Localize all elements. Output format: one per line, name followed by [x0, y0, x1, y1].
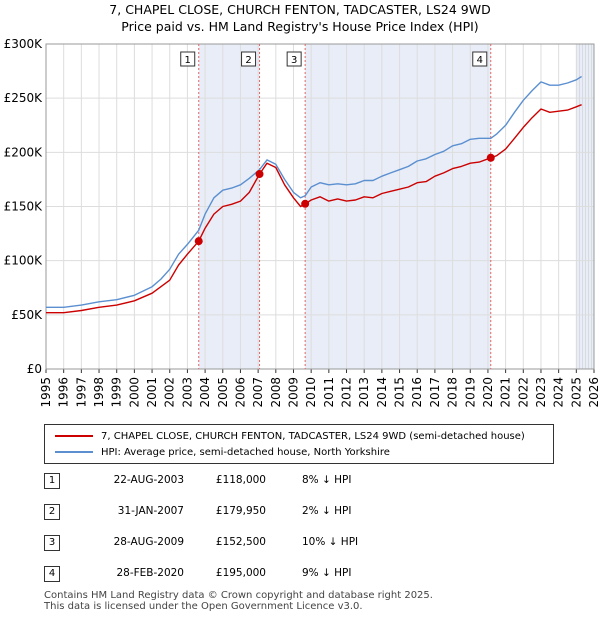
sale-point — [255, 170, 264, 179]
x-tick-label: 2009 — [286, 377, 300, 408]
x-tick-label: 1998 — [92, 377, 106, 408]
legend-swatch-property — [55, 435, 93, 437]
sale-date: 28-FEB-2020 — [116, 567, 184, 579]
sale-number: 3 — [44, 535, 60, 551]
sale-point — [194, 237, 203, 246]
hpi-line — [46, 75, 582, 308]
sale-date: 31-JAN-2007 — [117, 505, 184, 517]
legend-item-hpi: HPI: Average price, semi-detached house,… — [55, 444, 390, 460]
x-tick-label: 2015 — [393, 377, 407, 408]
sale-date: 22-AUG-2003 — [113, 474, 184, 486]
x-tick-label: 2018 — [446, 377, 460, 408]
sale-price: £118,000 — [215, 474, 266, 486]
sale-hpi-diff: 9% ↓ HPI — [302, 567, 352, 579]
sale-label-number: 2 — [245, 55, 251, 66]
property-price-line — [46, 104, 582, 314]
sale-row: 4 28-FEB-2020 £195,000 9% ↓ HPI — [44, 566, 584, 584]
sale-number: 1 — [44, 473, 60, 489]
x-tick-label: 2022 — [516, 377, 530, 408]
x-tick-label: 2020 — [481, 377, 495, 408]
x-tick-label: 2007 — [251, 377, 265, 408]
x-tick-label: 2019 — [463, 377, 477, 408]
x-tick-label: 1995 — [39, 377, 53, 408]
x-tick-label: 2005 — [216, 377, 230, 408]
sale-point — [486, 153, 495, 162]
y-tick-label: £250K — [4, 91, 44, 105]
legend-label-hpi: HPI: Average price, semi-detached house,… — [101, 446, 390, 458]
y-tick-label: £0 — [27, 362, 42, 376]
sale-label-number: 3 — [291, 55, 297, 66]
footer: Contains HM Land Registry data © Crown c… — [44, 590, 433, 612]
y-tick-label: £200K — [4, 145, 44, 159]
chart-title-address: 7, CHAPEL CLOSE, CHURCH FENTON, TADCASTE… — [109, 2, 491, 17]
x-tick-label: 2017 — [428, 377, 442, 408]
footer-copyright: Contains HM Land Registry data © Crown c… — [44, 590, 433, 601]
sale-label-box — [241, 51, 257, 67]
x-tick-label: 2021 — [499, 377, 513, 408]
sale-label-number: 4 — [477, 55, 483, 66]
sale-label-box — [180, 51, 196, 67]
x-tick-label: 2024 — [552, 377, 566, 408]
legend-item-property: 7, CHAPEL CLOSE, CHURCH FENTON, TADCASTE… — [55, 428, 525, 444]
x-tick-label: 2004 — [198, 377, 212, 408]
x-tick-label: 2016 — [410, 377, 424, 408]
sale-date: 28-AUG-2009 — [113, 536, 184, 548]
x-tick-label: 1997 — [74, 377, 88, 408]
sale-row: 1 22-AUG-2003 £118,000 8% ↓ HPI — [44, 473, 584, 491]
x-tick-label: 2000 — [127, 377, 141, 408]
x-tick-label: 2025 — [569, 377, 583, 408]
sale-number: 4 — [44, 566, 60, 582]
x-tick-label: 2008 — [269, 377, 283, 408]
y-tick-label: £300K — [4, 37, 44, 51]
sale-row: 2 31-JAN-2007 £179,950 2% ↓ HPI — [44, 504, 584, 522]
x-tick-label: 2002 — [163, 377, 177, 408]
plot-frame — [45, 43, 595, 370]
legend: 7, CHAPEL CLOSE, CHURCH FENTON, TADCASTE… — [44, 424, 554, 464]
sale-price: £152,500 — [215, 536, 266, 548]
x-tick-label: 2026 — [587, 377, 600, 408]
x-tick-label: 2012 — [340, 377, 354, 408]
sale-label-box — [472, 51, 488, 67]
x-tick-label: 2013 — [357, 377, 371, 408]
x-tick-label: 2011 — [322, 377, 336, 408]
x-tick-label: 2023 — [534, 377, 548, 408]
legend-label-property: 7, CHAPEL CLOSE, CHURCH FENTON, TADCASTE… — [101, 430, 525, 442]
chart-subtitle: Price paid vs. HM Land Registry's House … — [121, 19, 479, 34]
x-tick-label: 2006 — [233, 377, 247, 408]
sale-hpi-diff: 8% ↓ HPI — [302, 474, 352, 486]
sale-price: £195,000 — [215, 567, 266, 579]
legend-swatch-hpi — [55, 451, 93, 453]
x-tick-label: 2010 — [304, 377, 318, 408]
sale-hpi-diff: 2% ↓ HPI — [302, 505, 352, 517]
y-tick-label: £100K — [4, 254, 44, 268]
y-tick-label: £50K — [11, 308, 43, 322]
y-tick-label: £150K — [4, 200, 44, 214]
x-tick-label: 2014 — [375, 377, 389, 408]
sale-hpi-diff: 10% ↓ HPI — [302, 536, 359, 548]
footer-licence: This data is licensed under the Open Gov… — [44, 601, 363, 612]
sale-price: £179,950 — [215, 505, 266, 517]
x-tick-label: 2003 — [180, 377, 194, 408]
x-tick-label: 2001 — [145, 377, 159, 408]
x-tick-label: 1999 — [110, 377, 124, 408]
sale-row: 3 28-AUG-2009 £152,500 10% ↓ HPI — [44, 535, 584, 553]
sale-number: 2 — [44, 504, 60, 520]
x-tick-label: 1996 — [57, 377, 71, 408]
sale-label-box — [286, 51, 302, 67]
sale-point — [301, 199, 310, 208]
sale-label-number: 1 — [185, 55, 191, 66]
